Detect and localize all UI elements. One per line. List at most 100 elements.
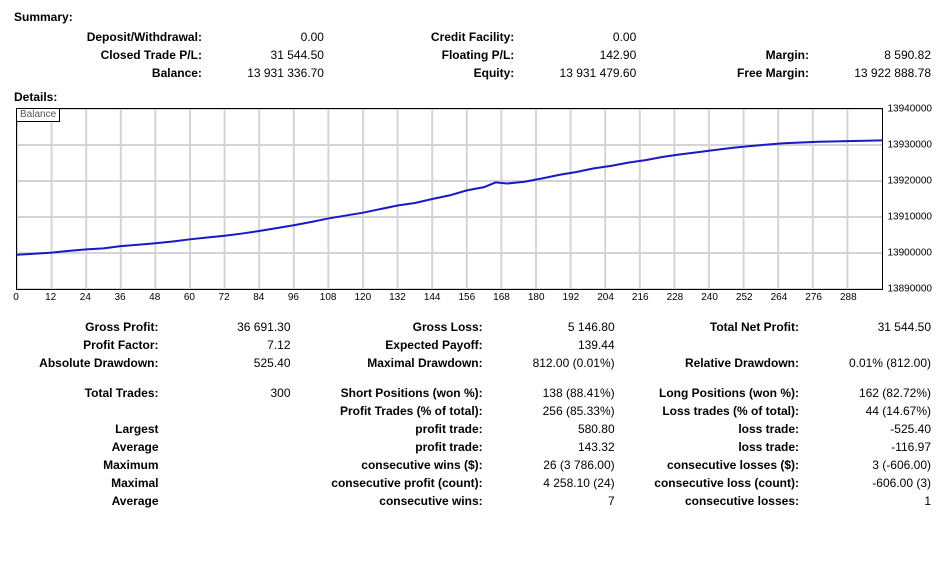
- largest-label: Largest: [10, 420, 165, 438]
- equity-value: 13 931 479.60: [520, 64, 642, 82]
- largest-loss-label: loss trade:: [621, 420, 805, 438]
- credit-facility-value: 0.00: [520, 28, 642, 46]
- free-margin-value: 13 922 888.78: [815, 64, 937, 82]
- loss-trades-label: Loss trades (% of total):: [621, 402, 805, 420]
- expected-payoff-label: Expected Payoff:: [297, 336, 489, 354]
- stats-table: Gross Profit: 36 691.30 Gross Loss: 5 14…: [10, 318, 937, 510]
- chart-x-tick: 288: [840, 292, 857, 303]
- maximal-drawdown-label: Maximal Drawdown:: [297, 354, 489, 372]
- max-cons-wins-label: consecutive wins ($):: [297, 456, 489, 474]
- chart-x-tick: 156: [458, 292, 475, 303]
- chart-x-tick: 36: [114, 292, 125, 303]
- max-cons-wins-value: 26 (3 786.00): [489, 456, 621, 474]
- maximum-label: Maximum: [10, 456, 165, 474]
- avg-cons-label: Average: [10, 492, 165, 510]
- profit-trades-value: 256 (85.33%): [489, 402, 621, 420]
- largest-loss-value: -525.40: [805, 420, 937, 438]
- floating-pl-value: 142.90: [520, 46, 642, 64]
- gross-profit-label: Gross Profit:: [10, 318, 165, 336]
- largest-profit-label: profit trade:: [297, 420, 489, 438]
- free-margin-label: Free Margin:: [684, 64, 815, 82]
- average-label: Average: [10, 438, 165, 456]
- long-positions-value: 162 (82.72%): [805, 384, 937, 402]
- chart-x-axis: 0122436486072849610812013214415616818019…: [16, 292, 883, 306]
- average-loss-label: loss trade:: [621, 438, 805, 456]
- maximal-profit-value: 4 258.10 (24): [489, 474, 621, 492]
- chart-y-tick: 13930000: [888, 140, 933, 151]
- chart-y-tick: 13940000: [888, 104, 933, 115]
- avg-cons-losses-value: 1: [805, 492, 937, 510]
- total-net-profit-label: Total Net Profit:: [621, 318, 805, 336]
- maximal-drawdown-value: 812.00 (0.01%): [489, 354, 621, 372]
- closed-trade-pl-label: Closed Trade P/L:: [10, 46, 208, 64]
- report-container: Summary: Deposit/Withdrawal: 0.00 Credit…: [0, 0, 947, 520]
- gross-loss-label: Gross Loss:: [297, 318, 489, 336]
- chart-x-tick: 240: [701, 292, 718, 303]
- loss-trades-value: 44 (14.67%): [805, 402, 937, 420]
- floating-pl-label: Floating P/L:: [372, 46, 520, 64]
- balance-value: 13 931 336.70: [208, 64, 330, 82]
- chart-x-tick: 192: [563, 292, 580, 303]
- profit-factor-value: 7.12: [165, 336, 297, 354]
- chart-x-tick: 108: [320, 292, 337, 303]
- closed-trade-pl-value: 31 544.50: [208, 46, 330, 64]
- profit-factor-label: Profit Factor:: [10, 336, 165, 354]
- chart-x-tick: 60: [184, 292, 195, 303]
- absolute-drawdown-label: Absolute Drawdown:: [10, 354, 165, 372]
- total-trades-value: 300: [165, 384, 297, 402]
- deposit-withdrawal-value: 0.00: [208, 28, 330, 46]
- equity-label: Equity:: [372, 64, 520, 82]
- chart-y-tick: 13900000: [888, 248, 933, 259]
- chart-x-tick: 12: [45, 292, 56, 303]
- chart-x-tick: 276: [805, 292, 822, 303]
- maximal-loss-value: -606.00 (3): [805, 474, 937, 492]
- avg-cons-wins-value: 7: [489, 492, 621, 510]
- long-positions-label: Long Positions (won %):: [621, 384, 805, 402]
- chart-x-tick: 48: [149, 292, 160, 303]
- chart-x-tick: 204: [597, 292, 614, 303]
- margin-value: 8 590.82: [815, 46, 937, 64]
- total-net-profit-value: 31 544.50: [805, 318, 937, 336]
- expected-payoff-value: 139.44: [489, 336, 621, 354]
- summary-heading: Summary:: [14, 10, 937, 24]
- chart-x-tick: 216: [632, 292, 649, 303]
- balance-label: Balance:: [10, 64, 208, 82]
- absolute-drawdown-value: 525.40: [165, 354, 297, 372]
- profit-trades-label: Profit Trades (% of total):: [297, 402, 489, 420]
- average-loss-value: -116.97: [805, 438, 937, 456]
- avg-cons-wins-label: consecutive wins:: [297, 492, 489, 510]
- short-positions-value: 138 (88.41%): [489, 384, 621, 402]
- chart-x-tick: 132: [389, 292, 406, 303]
- average-profit-label: profit trade:: [297, 438, 489, 456]
- relative-drawdown-value: 0.01% (812.00): [805, 354, 937, 372]
- chart-y-tick: 13890000: [888, 284, 933, 295]
- largest-profit-value: 580.80: [489, 420, 621, 438]
- avg-cons-losses-label: consecutive losses:: [621, 492, 805, 510]
- chart-x-tick: 144: [424, 292, 441, 303]
- chart-y-tick: 13910000: [888, 212, 933, 223]
- chart-x-tick: 168: [493, 292, 510, 303]
- total-trades-label: Total Trades:: [10, 384, 165, 402]
- balance-chart: Balance 13890000139000001391000013920000…: [16, 108, 883, 290]
- margin-label: Margin:: [684, 46, 815, 64]
- maximal-label: Maximal: [10, 474, 165, 492]
- chart-x-tick: 72: [219, 292, 230, 303]
- chart-x-tick: 252: [736, 292, 753, 303]
- gross-profit-value: 36 691.30: [165, 318, 297, 336]
- summary-table: Deposit/Withdrawal: 0.00 Credit Facility…: [10, 28, 937, 82]
- max-cons-losses-label: consecutive losses ($):: [621, 456, 805, 474]
- chart-x-tick: 24: [80, 292, 91, 303]
- details-heading: Details:: [14, 90, 937, 104]
- maximal-loss-label: consecutive loss (count):: [621, 474, 805, 492]
- average-profit-value: 143.32: [489, 438, 621, 456]
- maximal-profit-label: consecutive profit (count):: [297, 474, 489, 492]
- chart-x-tick: 120: [354, 292, 371, 303]
- max-cons-losses-value: 3 (-606.00): [805, 456, 937, 474]
- chart-x-tick: 228: [667, 292, 684, 303]
- chart-x-tick: 0: [13, 292, 19, 303]
- deposit-withdrawal-label: Deposit/Withdrawal:: [10, 28, 208, 46]
- chart-x-tick: 264: [771, 292, 788, 303]
- chart-x-tick: 180: [528, 292, 545, 303]
- gross-loss-value: 5 146.80: [489, 318, 621, 336]
- relative-drawdown-label: Relative Drawdown:: [621, 354, 805, 372]
